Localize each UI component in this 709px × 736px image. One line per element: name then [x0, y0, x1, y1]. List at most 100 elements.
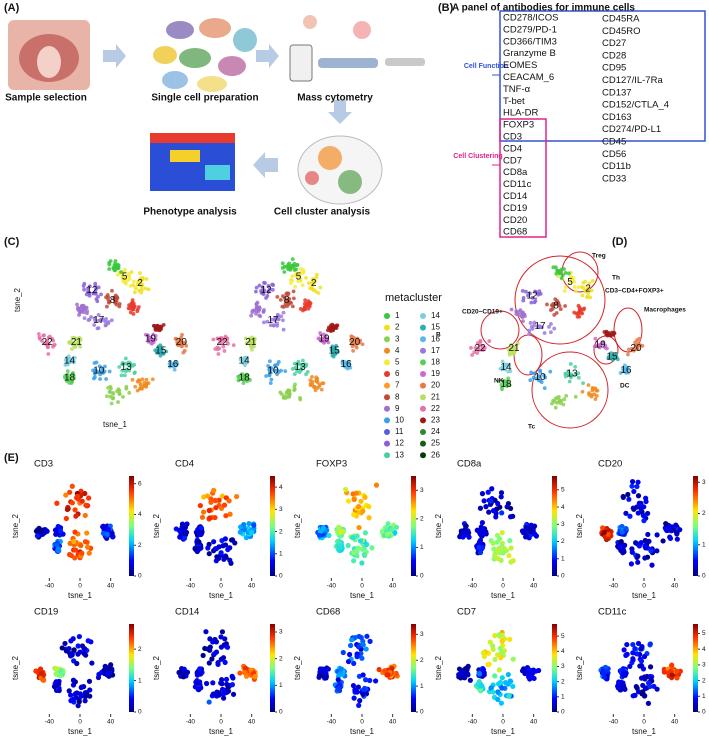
- x-tick-label: -40: [327, 719, 337, 726]
- cell-dot: [82, 281, 87, 286]
- cell-dot: [259, 288, 263, 293]
- cell-dot: [520, 666, 527, 672]
- cell-dot: [79, 550, 85, 556]
- annotation: CD3−CD4+FOXP3+: [605, 288, 664, 295]
- cell-dot: [260, 285, 265, 290]
- marker: EOMES: [503, 60, 537, 71]
- cluster-label: 18: [239, 372, 251, 383]
- cell-dot: [63, 492, 69, 498]
- cluster-label: 13: [295, 362, 307, 373]
- cell-dot: [642, 555, 648, 561]
- colorbar-tick-label: 2: [420, 657, 424, 664]
- cell-dot: [621, 647, 627, 653]
- instrument: [289, 44, 313, 82]
- cell-dot: [326, 532, 332, 539]
- cell-dot: [218, 634, 224, 640]
- cell-dot: [128, 310, 133, 315]
- cell-dot: [360, 508, 366, 514]
- cell-dot: [221, 344, 226, 349]
- cell-dot: [256, 309, 261, 314]
- cell-dot: [351, 558, 357, 564]
- cell-dot: [632, 646, 638, 652]
- cell-dot: [67, 380, 72, 385]
- cell-dot: [527, 328, 532, 333]
- cell-dot: [33, 668, 39, 674]
- cell-dot: [613, 355, 618, 360]
- cell-dot: [230, 691, 237, 697]
- cell-dot: [476, 544, 482, 551]
- marker: Granzyme B: [503, 48, 556, 59]
- legend-label: 11: [395, 427, 404, 436]
- cell-dot: [499, 638, 505, 644]
- cell-dot: [39, 670, 45, 677]
- cell-dot: [345, 360, 350, 365]
- marker: CD278/ICOS: [503, 13, 558, 24]
- x-tick-label: 0: [360, 583, 364, 590]
- cell-dot: [531, 524, 537, 530]
- colorbar: [270, 476, 275, 576]
- cell-dot: [556, 300, 561, 305]
- cell-dot: [360, 342, 365, 347]
- cell-dot: [138, 271, 142, 275]
- annotation: Th: [612, 275, 620, 282]
- cell-dot: [67, 340, 71, 345]
- plot-title: CD4: [175, 459, 194, 470]
- cell-dot: [641, 653, 648, 660]
- cell-dot: [314, 379, 319, 384]
- cell-dot: [82, 690, 88, 696]
- cell-dot: [385, 672, 391, 678]
- cell-dot: [315, 385, 320, 390]
- cell-dot: [529, 300, 534, 305]
- cell-dot: [586, 286, 590, 290]
- cell-dot: [514, 309, 519, 314]
- cell-dot: [567, 379, 572, 384]
- cell-dot: [257, 313, 262, 318]
- cell-dot: [124, 384, 129, 389]
- cell-dot: [562, 289, 567, 293]
- colorbar-tick-label: 2: [561, 678, 565, 685]
- cell-dot: [210, 680, 216, 686]
- marker: CD45RO: [602, 26, 641, 37]
- cell-dot: [470, 353, 475, 357]
- cell-dot: [154, 348, 159, 353]
- cell-dot: [72, 529, 78, 535]
- cell-dot: [618, 538, 624, 545]
- cell-dot: [206, 660, 212, 666]
- marker: CD4: [503, 143, 522, 154]
- cell-dot: [263, 281, 267, 286]
- cell-dot: [254, 301, 259, 306]
- cluster-label: 17: [534, 321, 546, 332]
- cell-dot: [629, 478, 636, 485]
- marker: CD127/IL-7Ra: [602, 75, 663, 86]
- cell-dot: [507, 678, 513, 684]
- cell-dot: [505, 671, 511, 678]
- cell-dot: [499, 545, 505, 551]
- cell-dot: [536, 374, 541, 378]
- cell-dot: [227, 511, 233, 517]
- cell-dot: [645, 531, 651, 538]
- legend-label: 10: [395, 416, 404, 425]
- cell-dot: [343, 486, 349, 493]
- cell-dot: [275, 294, 280, 299]
- cell-dot: [358, 498, 364, 504]
- step-label: Mass cytometry: [297, 93, 373, 104]
- heat-map: [173, 487, 257, 566]
- cell-dot: [528, 378, 533, 383]
- cluster-thumb: [297, 135, 383, 205]
- cluster-label: 10: [534, 372, 546, 383]
- colorbar-tick-label: 4: [561, 504, 565, 511]
- cell-dot: [379, 528, 385, 534]
- cell-dot: [46, 352, 51, 356]
- cell-dot: [298, 266, 303, 271]
- cell-dot: [67, 489, 73, 495]
- cell-dot: [502, 364, 507, 368]
- cluster-label: 19: [318, 334, 330, 345]
- y-axis-label: tsne_2: [13, 287, 22, 312]
- legend-swatch: [420, 394, 426, 401]
- marker: CD137: [602, 87, 632, 98]
- cell-dot: [219, 681, 225, 687]
- cell-dot: [89, 660, 95, 666]
- cell-dot: [207, 647, 213, 653]
- cell-dot: [487, 639, 493, 645]
- marker: CD366/TIM3: [503, 36, 557, 47]
